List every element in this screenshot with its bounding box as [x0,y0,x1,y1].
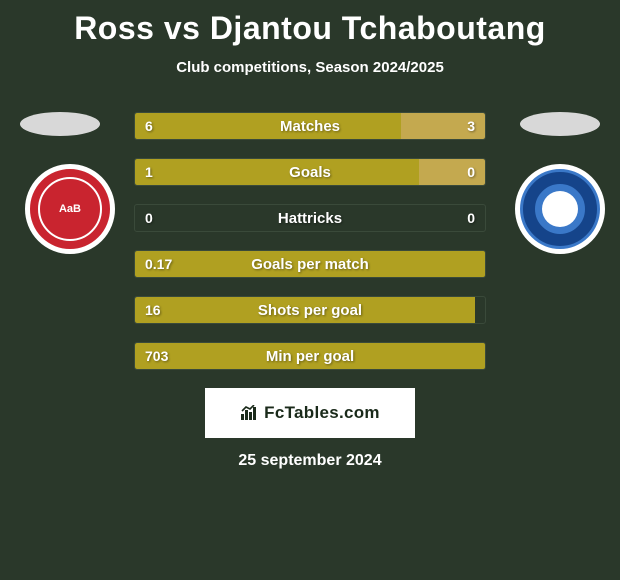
date: 25 september 2024 [0,452,620,470]
stat-row: 16Shots per goal [134,296,486,324]
stat-label: Shots per goal [135,297,485,323]
stat-label: Goals per match [135,251,485,277]
player-slot-left [20,112,100,136]
stat-label: Goals [135,159,485,185]
stat-row: 00Hattricks [134,204,486,232]
player-slot-right [520,112,600,136]
club-badge-left-text: AaB [38,177,102,241]
footer-brand-text: FcTables.com [264,403,380,423]
club-badge-right [515,164,605,254]
club-badge-left: AaB [25,164,115,254]
stat-row: 63Matches [134,112,486,140]
stats-bars: 63Matches 10Goals 00Hattricks 0.17Goals per… [134,112,486,370]
footer-brand-box: FcTables.com [205,388,415,438]
stat-label: Min per goal [135,343,485,369]
stat-label: Matches [135,113,485,139]
stat-row: 703Min per goal [134,342,486,370]
stat-row: 0.17Goals per match [134,250,486,278]
subtitle: Club competitions, Season 2024/2025 [0,59,620,76]
club-badge-right-center [542,191,578,227]
page-title: Ross vs Djantou Tchaboutang [0,0,620,47]
comparison-area: AaB 63Matches 10Goals 00Hattricks 0.17Goals… [0,112,620,370]
stat-label: Hattricks [135,205,485,231]
chart-icon [240,405,258,421]
stat-row: 10Goals [134,158,486,186]
